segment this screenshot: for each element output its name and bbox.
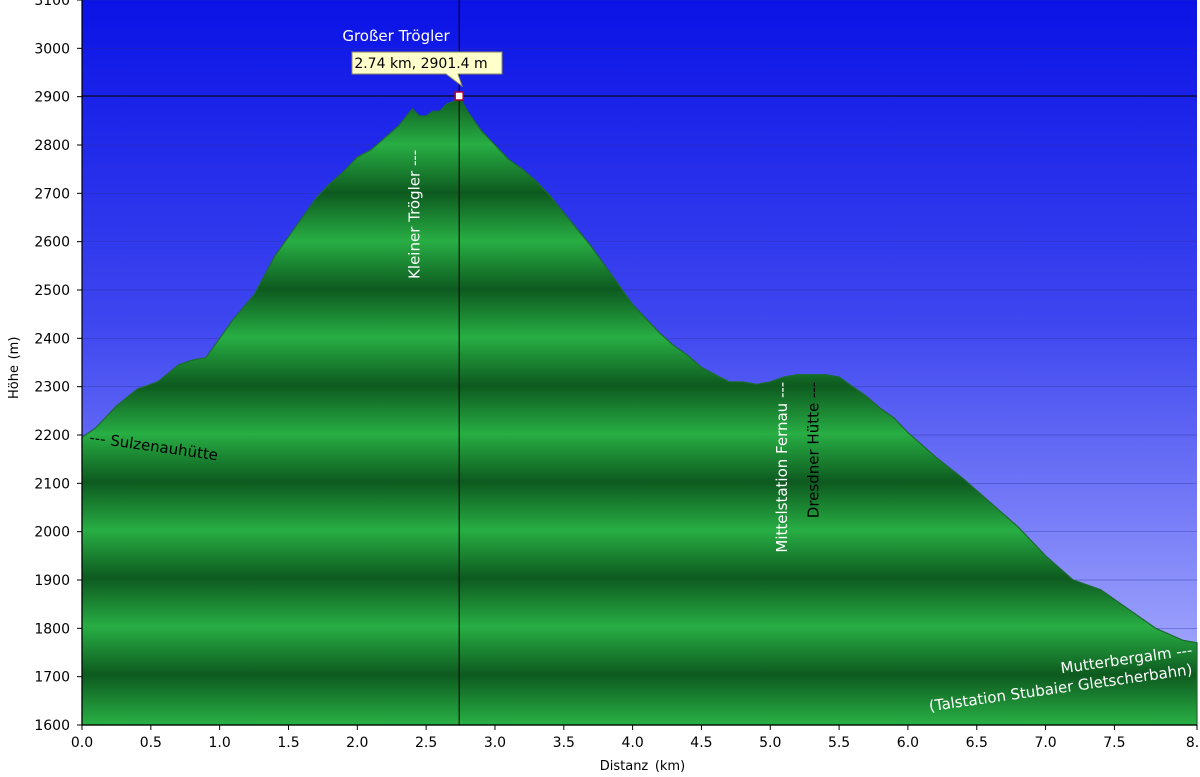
y-tick-label: 2500: [34, 283, 70, 299]
x-axis-unit: (km): [655, 759, 685, 774]
x-tick-label: 5.0: [759, 735, 781, 751]
x-axis-label: Distanz: [600, 759, 649, 774]
y-tick-label: 2100: [34, 476, 70, 492]
elevation-area: [81, 95, 1198, 726]
y-tick-label: 1600: [34, 718, 70, 734]
x-tick-label: 0.0: [71, 735, 93, 751]
x-tick-label: 6.5: [966, 735, 988, 751]
y-tick-label: 3000: [34, 41, 70, 57]
x-tick-label: 0.5: [140, 735, 162, 751]
annotation-label: Mittelstation Fernau ---: [773, 382, 791, 553]
peak-label: Großer Trögler: [342, 27, 450, 45]
highlight-marker: [454, 91, 464, 101]
x-tick-label: 2.0: [346, 735, 368, 751]
x-tick-label: 5.5: [828, 735, 850, 751]
tooltip-text: 2.74 km, 2901.4 m: [354, 56, 487, 72]
x-tick-label: 6.0: [897, 735, 919, 751]
x-tick-label: 3.0: [484, 735, 506, 751]
tooltip-box: [351, 51, 503, 88]
y-axis-unit: (m): [7, 337, 22, 360]
y-tick-label: 2300: [34, 380, 70, 396]
y-tick-label: 1800: [34, 621, 70, 637]
annotation-label: Kleiner Trögler ---: [405, 150, 423, 279]
x-tick-label: 2.5: [415, 735, 437, 751]
x-tick-label: 4.5: [690, 735, 712, 751]
y-tick-label: 2400: [34, 331, 70, 347]
x-tick-label: 4.0: [621, 735, 643, 751]
x-tick-label: 3.5: [553, 735, 575, 751]
y-tick-label: 3100: [34, 0, 70, 9]
x-tick-label: 1.5: [277, 735, 299, 751]
y-tick-label: 2900: [34, 90, 70, 106]
y-tick-label: 2800: [34, 138, 70, 154]
y-tick-label: 1900: [34, 573, 70, 589]
annotation-label: Dresdner Hütte ---: [805, 382, 823, 518]
x-tick-label: 1.0: [209, 735, 231, 751]
y-tick-label: 2000: [34, 525, 70, 541]
x-tick-label: 7.5: [1103, 735, 1125, 751]
y-axis-label: Höhe: [7, 365, 22, 399]
x-tick-label: 7.0: [1034, 735, 1056, 751]
y-tick-label: 2600: [34, 235, 70, 251]
y-tick-label: 1700: [34, 670, 70, 686]
x-tick-label: 8.1: [1186, 735, 1200, 751]
y-tick-label: 2200: [34, 428, 70, 444]
y-tick-label: 2700: [34, 186, 70, 202]
